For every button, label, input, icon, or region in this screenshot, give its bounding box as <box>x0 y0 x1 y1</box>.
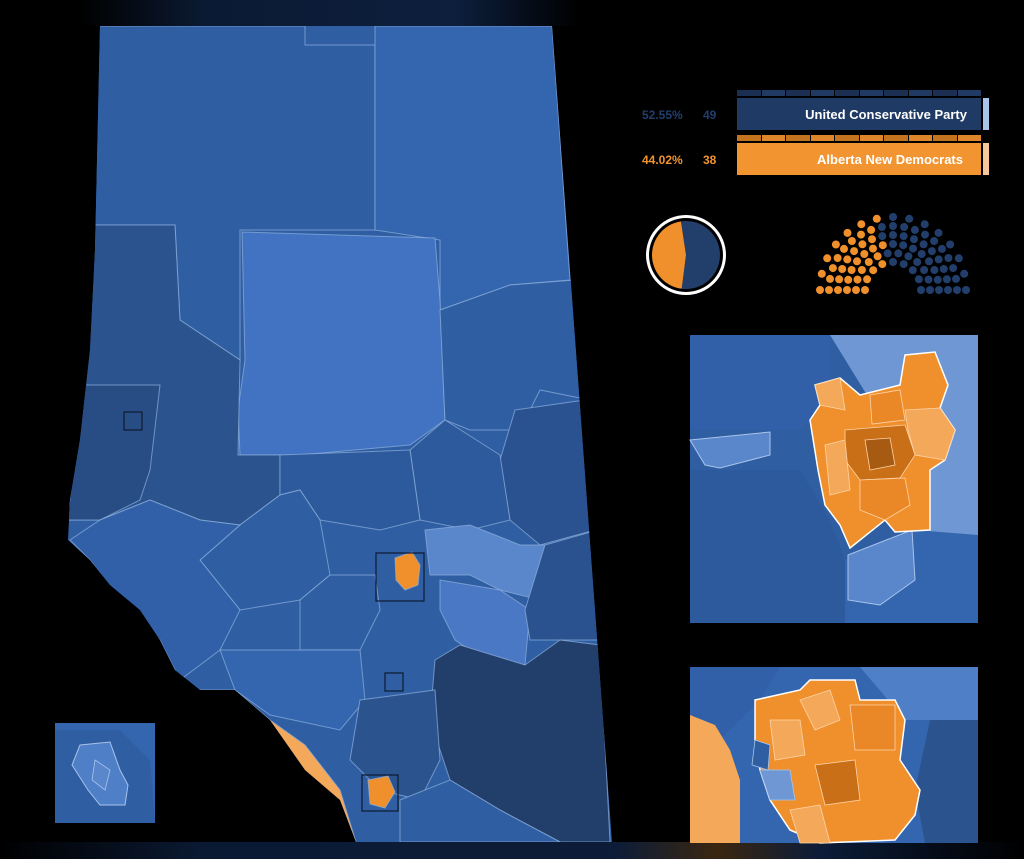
red-deer-inset-marker[interactable] <box>384 672 404 692</box>
district-south-east-dark <box>429 639 611 842</box>
ucp-party-label: United Conservative Party <box>737 98 981 130</box>
district-west-2 <box>68 384 161 521</box>
ucp-legend-bar: United Conservative Party <box>737 90 989 132</box>
ndp-bar-ticks <box>737 135 981 141</box>
district-central-north <box>237 231 446 456</box>
district-south-west <box>69 499 242 681</box>
calgary-inset-marker[interactable] <box>361 774 399 812</box>
district-mid-south-2 <box>219 649 366 731</box>
ucp-seat-count: 49 <box>703 108 717 122</box>
bottom-glow <box>0 842 1024 859</box>
ucp-bar-ticks <box>737 90 981 96</box>
district-east <box>499 399 596 546</box>
ndp-bar-edge <box>983 143 989 175</box>
grande-prairie-inset-marker[interactable] <box>123 411 143 431</box>
edmonton-inset-marker[interactable] <box>375 552 425 602</box>
calgary-cluster <box>367 775 396 809</box>
ucp-bar-edge <box>983 98 989 130</box>
ndp-seat-count: 38 <box>703 153 717 167</box>
district-south <box>399 779 561 842</box>
district-east-3 <box>524 529 601 641</box>
ucp-vote-percent: 52.55% <box>642 108 683 122</box>
ndp-legend-bar: Alberta New Democrats <box>737 135 989 177</box>
ndp-vote-percent: 44.02% <box>642 153 683 167</box>
district-east-mid <box>439 279 591 431</box>
top-glow <box>80 0 580 26</box>
edmonton-cluster <box>394 551 421 591</box>
ndp-party-label: Alberta New Democrats <box>737 143 981 175</box>
